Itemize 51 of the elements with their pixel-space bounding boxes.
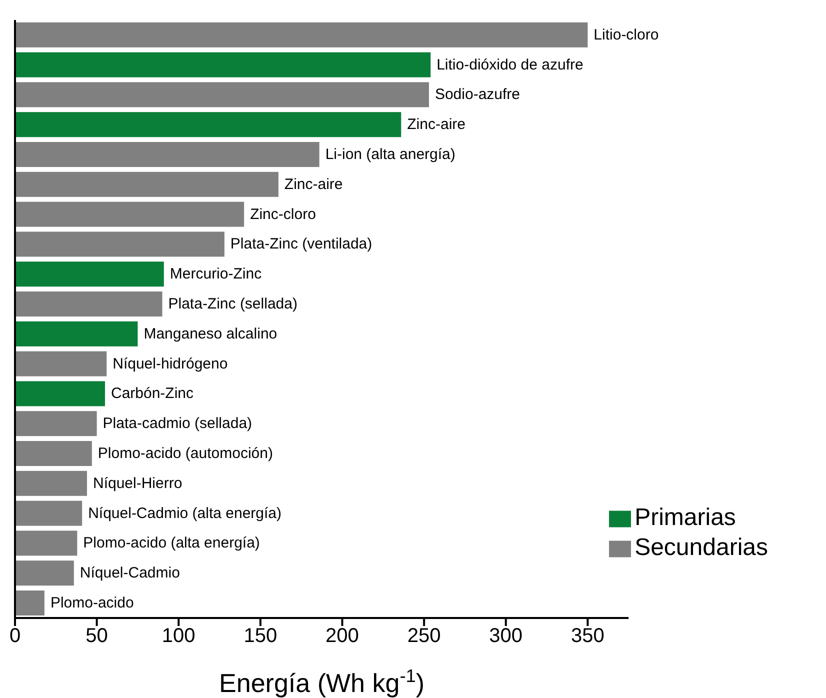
y-tick-label: Plomo-acido (alta energía) [83, 534, 260, 552]
bar [15, 351, 107, 376]
y-tick-label: Zinc-cloro [250, 206, 316, 223]
legend-label: Primarias [634, 504, 736, 531]
x-tick-label: 0 [9, 625, 21, 648]
bar [15, 291, 162, 316]
bar [15, 500, 82, 526]
x-tick-label: 350 [570, 625, 604, 648]
x-tick-label: 250 [407, 625, 441, 648]
x-tick-label: 100 [162, 625, 196, 648]
y-tick-label: Mercurio-Zinc [170, 266, 262, 283]
bar [15, 590, 44, 616]
y-tick-label: Carbón-Zinc [110, 385, 194, 402]
bar [15, 560, 74, 586]
bar [15, 232, 224, 257]
bar [15, 142, 320, 167]
x-axis-title: Energía (Wh kg$^{-1}$) [219, 666, 425, 698]
bar [15, 22, 588, 48]
bar [15, 321, 138, 346]
y-tick-label: Sodio-azufre [434, 86, 520, 104]
y-tick-label: Li-ion (alta anergía) [325, 146, 456, 163]
y-tick-label: Plata-Zinc (ventilada) [230, 236, 372, 253]
bar [15, 381, 105, 406]
y-tick-label: Níquel-hidrógeno [112, 355, 228, 372]
y-tick-label: Zinc-aire [407, 116, 466, 134]
bar [15, 112, 402, 138]
y-tick-label: Manganeso alcalino [144, 325, 278, 342]
y-tick-label: Plomo-acido (automoción) [98, 444, 273, 462]
x-tick-label: 50 [86, 625, 108, 648]
bar [15, 262, 164, 287]
bar [15, 172, 278, 197]
y-tick-label: Plata-Zinc (sellada) [168, 295, 298, 312]
bar [15, 82, 429, 108]
y-tick-label: Níquel-Cadmio [80, 564, 180, 582]
y-tick-label: Litio-dióxido de azufre [436, 56, 584, 74]
y-tick-label: Níquel-Hierro [92, 474, 182, 492]
x-tick-label: 300 [489, 625, 523, 648]
bar [15, 52, 431, 78]
legend-label: Secundarias [634, 534, 768, 561]
y-tick-label: Plomo-acido [50, 594, 134, 612]
bar [15, 530, 78, 556]
bar [15, 470, 87, 496]
bar [15, 411, 97, 436]
bar [15, 202, 244, 227]
y-tick-label: Zinc-aire [284, 176, 343, 193]
x-tick-label: 200 [326, 625, 359, 648]
bar [15, 440, 92, 466]
y-tick-label: Níquel-Cadmio (alta energía) [88, 504, 282, 522]
y-tick-label: Plata-cadmio (sellada) [102, 415, 252, 432]
x-tick-label: 150 [244, 625, 278, 648]
y-tick-label: Litio-cloro [594, 26, 659, 44]
